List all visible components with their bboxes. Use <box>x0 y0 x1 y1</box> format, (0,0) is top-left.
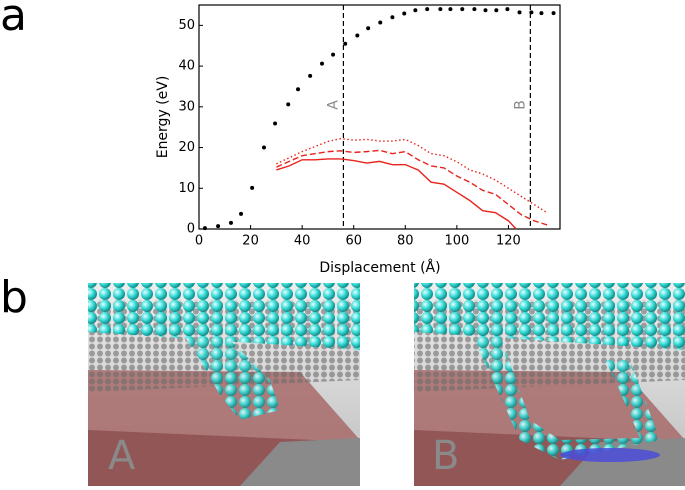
data-point <box>402 11 407 16</box>
data-point <box>343 41 348 46</box>
data-point <box>390 15 395 20</box>
rendering: B <box>414 283 685 486</box>
data-point <box>483 8 488 13</box>
data-point <box>505 7 510 12</box>
data-point <box>448 7 453 12</box>
data-point <box>517 10 522 15</box>
series-line <box>276 158 517 230</box>
data-point <box>460 7 465 12</box>
data-point <box>539 11 544 16</box>
data-point <box>261 145 266 150</box>
plot-frame <box>198 4 561 230</box>
data-point <box>216 224 221 229</box>
data-point <box>228 220 233 225</box>
data-point <box>413 8 418 13</box>
rendering-label: A <box>108 433 136 479</box>
x-tick-label: 80 <box>397 234 414 249</box>
panel-label: a <box>0 0 27 41</box>
data-point <box>296 87 301 92</box>
marker-label: A <box>325 100 341 110</box>
data-point <box>308 73 313 78</box>
data-point <box>331 52 336 57</box>
data-point <box>273 121 278 126</box>
data-point <box>494 8 499 13</box>
series-line <box>276 149 548 226</box>
y-tick-label: 50 <box>178 18 195 33</box>
rendering: A <box>88 283 360 486</box>
data-point <box>551 11 556 16</box>
x-axis-label: Displacement (Å) <box>319 259 440 276</box>
data-point <box>529 10 534 15</box>
data-point <box>425 7 430 12</box>
y-tick-label: 20 <box>178 140 195 155</box>
data-point <box>438 7 443 12</box>
x-tick-label: 60 <box>345 234 362 249</box>
rendering-label: B <box>432 433 459 479</box>
data-point <box>286 102 291 107</box>
x-tick-label: 120 <box>496 234 521 249</box>
x-tick-label: 100 <box>444 234 469 249</box>
x-tick-label: 20 <box>242 234 259 249</box>
y-tick-label: 30 <box>178 99 195 114</box>
data-point <box>366 26 371 31</box>
series-line <box>276 137 548 214</box>
data-point <box>319 61 324 66</box>
x-tick-label: 0 <box>195 234 203 249</box>
y-axis-label: Energy (eV) <box>155 76 171 159</box>
data-point <box>378 20 383 25</box>
x-tick-label: 40 <box>294 234 311 249</box>
panel-label: b <box>0 272 28 323</box>
y-tick-label: 40 <box>178 59 195 74</box>
data-point <box>202 226 207 231</box>
data-point <box>472 7 477 12</box>
y-tick-label: 10 <box>178 181 195 196</box>
marker-label: B <box>512 100 528 110</box>
y-tick-label: 0 <box>187 222 195 237</box>
data-point <box>250 185 255 190</box>
data-point <box>239 211 244 216</box>
data-point <box>355 33 360 38</box>
